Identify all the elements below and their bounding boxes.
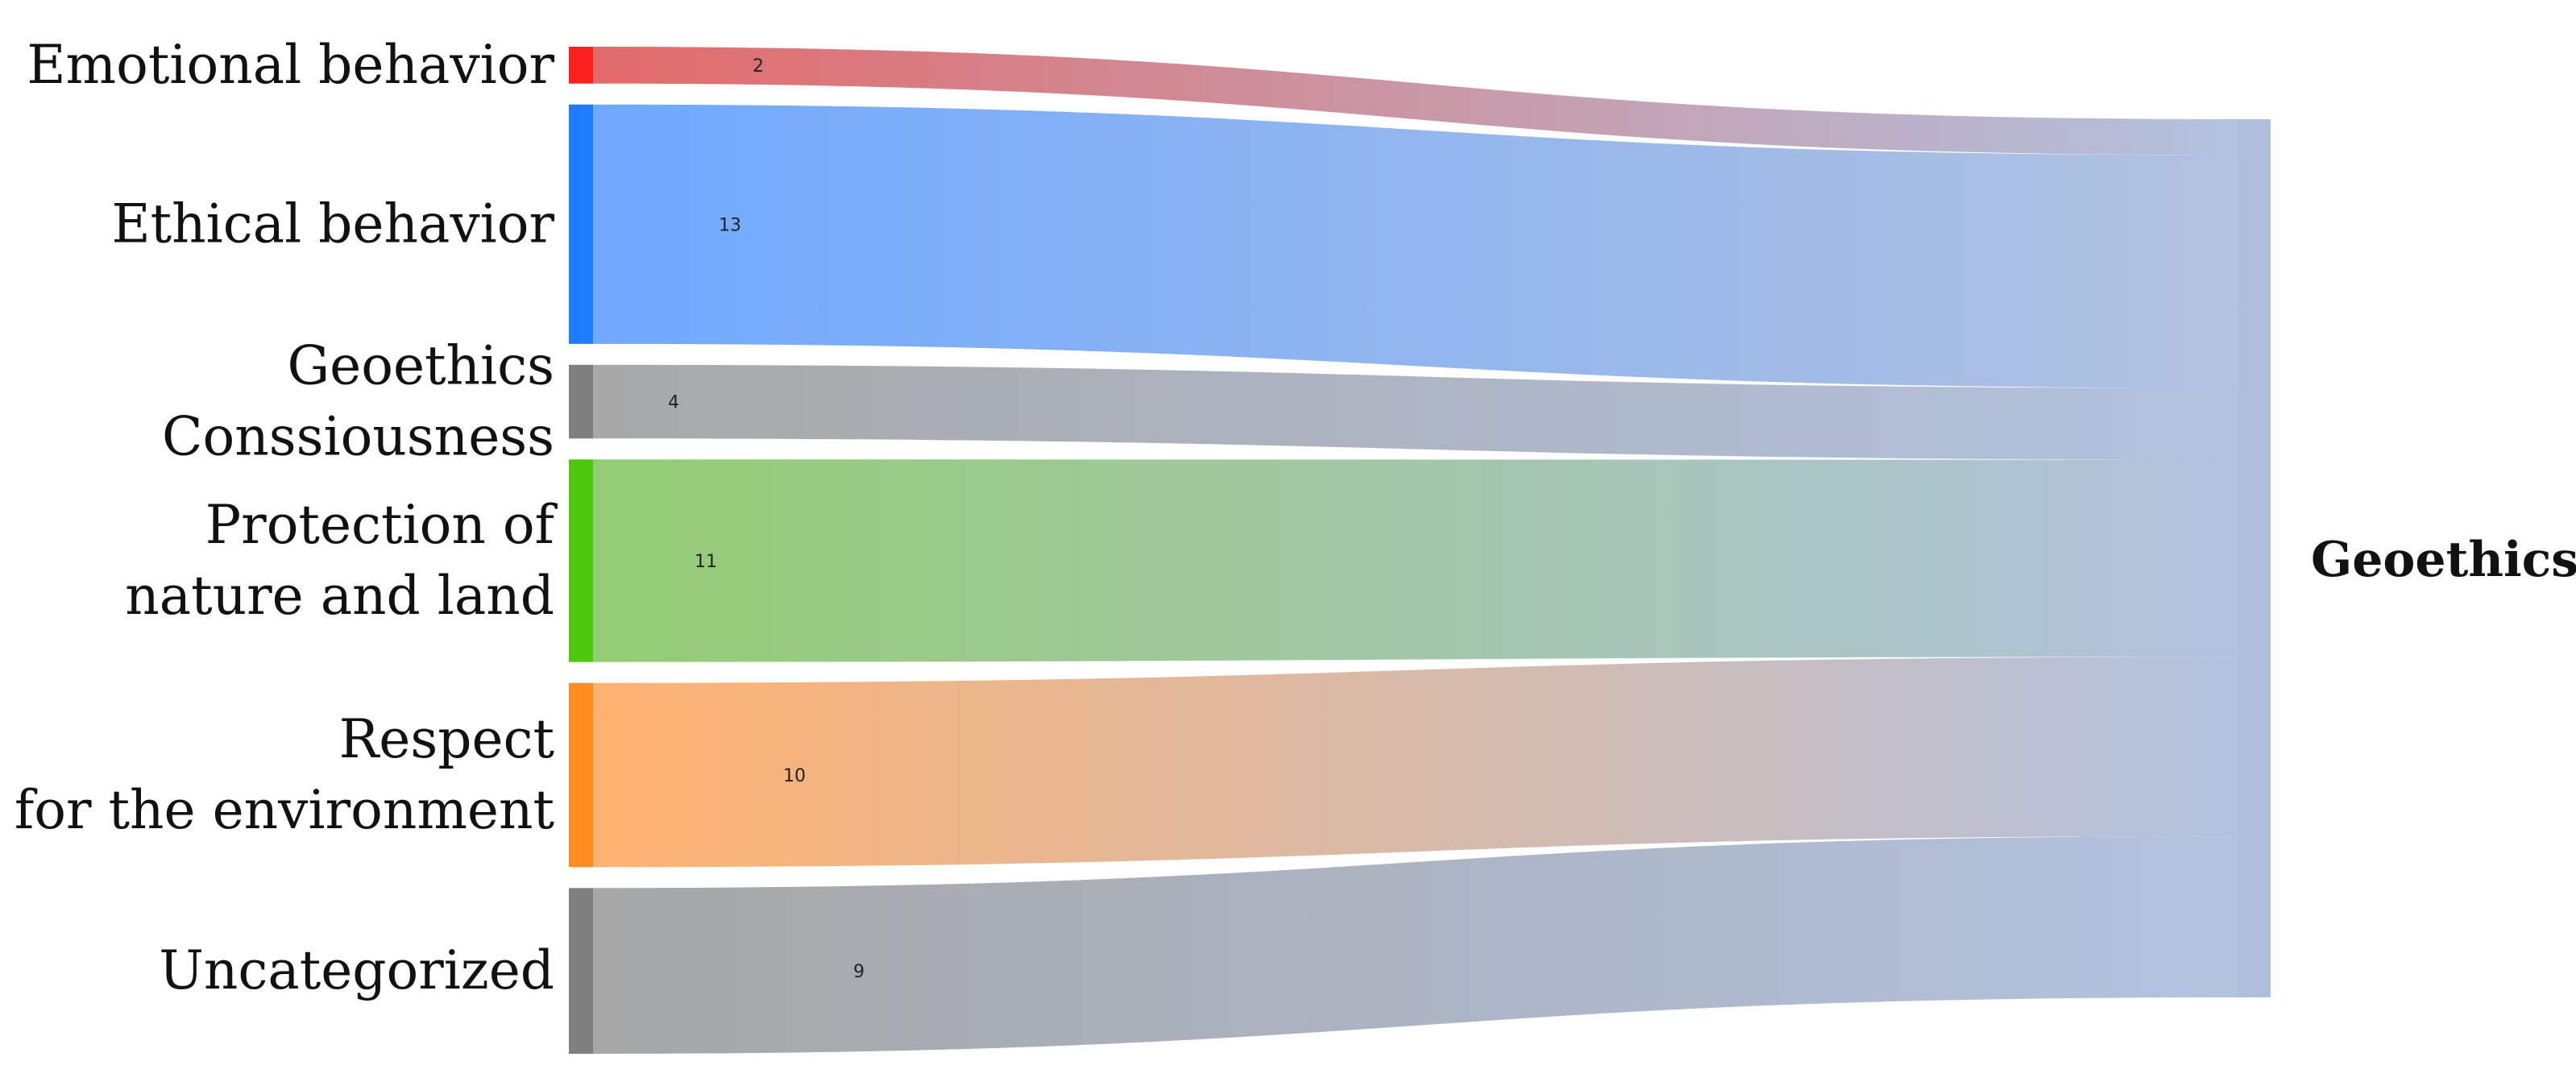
node-geoethics-conssiousness <box>569 364 593 439</box>
link-uncategorized <box>593 835 2238 1054</box>
link-protection-of-nature-and-land <box>593 459 2238 662</box>
value-label-uncategorized: 9 <box>853 962 865 982</box>
node-ethical-behavior <box>569 104 593 344</box>
node-protection-of-nature-and-land <box>569 459 593 662</box>
source-label-ethical-behavior: Ethical behavior <box>111 193 554 255</box>
sankey-nodes <box>569 47 2271 1054</box>
link-ethical-behavior <box>593 104 2238 388</box>
source-label-respect-for-the-environment: Respect for the environment <box>15 708 554 841</box>
value-label-ethical-behavior: 13 <box>719 215 741 235</box>
value-label-respect-for-the-environment: 10 <box>783 766 806 786</box>
sankey-links <box>593 47 2238 1054</box>
source-label-uncategorized: Uncategorized <box>159 939 554 1001</box>
source-label-geoethics-conssiousness: Geoethics Conssiousness <box>162 335 554 468</box>
value-label-emotional-behavior: 2 <box>753 56 764 77</box>
sankey-labels: 2 Emotional behavior 13 Ethical behavior 4 Ge… <box>15 34 2576 1001</box>
source-label-emotional-behavior: Emotional behavior <box>27 34 554 96</box>
target-label: Geoethics <box>2311 532 2576 588</box>
node-respect-for-the-environment <box>569 682 593 868</box>
link-geoethics-conssiousness <box>593 364 2238 460</box>
value-label-geoethics-conssiousness: 4 <box>668 393 679 413</box>
node-geoethics <box>2238 119 2271 997</box>
link-emotional-behavior <box>593 47 2238 155</box>
node-uncategorized <box>569 888 593 1054</box>
link-respect-for-the-environment <box>593 657 2238 868</box>
source-label-protection-of-nature-and-land: Protection of nature and land <box>125 494 558 627</box>
node-emotional-behavior <box>569 47 593 84</box>
value-label-protection-of-nature-and-land: 11 <box>695 552 717 572</box>
